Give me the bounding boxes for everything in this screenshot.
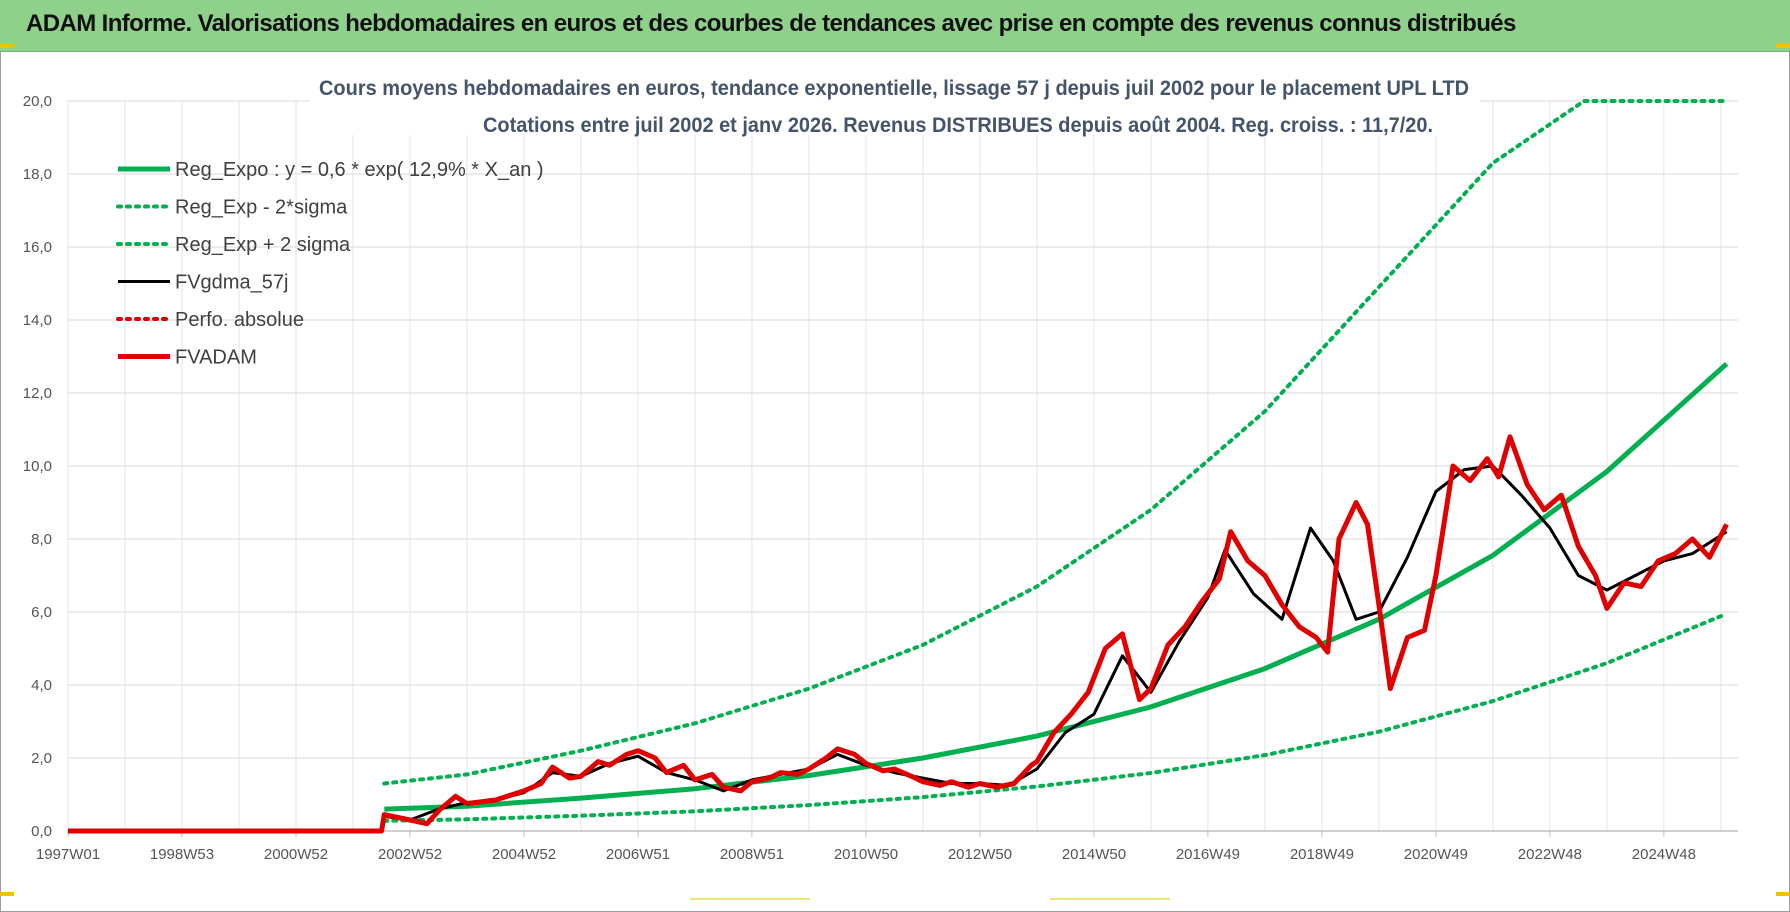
legend-label: Perfo. absolue: [175, 309, 304, 331]
chart-area: 0,0 2,0 4,0 6,0 8,0 10,0 12,0 14,0 16,0 18,0 20,0 1…: [23, 65, 1738, 863]
series-line-3: [384, 464, 1728, 822]
y-tick-label: 6,0: [31, 604, 52, 621]
corner-mark-bottom-left: [0, 892, 14, 896]
x-tick-label: 2002W52: [378, 846, 442, 863]
series-lines: [68, 99, 1729, 834]
corner-mark-bottom-right: [1776, 892, 1790, 896]
legend-label: Reg_Exp - 2*sigma: [175, 197, 348, 219]
series-line-2: [382, 99, 1729, 786]
chart-subtitle: Cotations entre juil 2002 et janv 2026. …: [483, 114, 1433, 137]
x-tick-label: 1998W53: [150, 846, 214, 863]
y-tick-label: 10,0: [23, 458, 52, 475]
y-tick-label: 16,0: [23, 239, 52, 256]
x-tick-label: 2018W49: [1290, 846, 1354, 863]
x-tick-label: 2000W52: [264, 846, 328, 863]
series-line-1: [382, 611, 1729, 823]
legend-label: FVADAM: [175, 347, 257, 369]
y-tick-label: 14,0: [23, 312, 52, 329]
x-tick-label: 2014W50: [1062, 846, 1126, 863]
y-tick-label: 8,0: [31, 531, 52, 548]
y-tick-label: 2,0: [31, 750, 52, 767]
chart-title-background: [310, 65, 1480, 135]
y-tick-label: 18,0: [23, 166, 52, 183]
y-tick-label: 0,0: [31, 823, 52, 840]
footer-mark: [1050, 898, 1170, 900]
header-bar: ADAM Informe. Valorisations hebdomadaire…: [0, 0, 1790, 52]
x-tick-label: 2024W48: [1632, 846, 1696, 863]
corner-mark-left: [0, 44, 14, 48]
page-title: ADAM Informe. Valorisations hebdomadaire…: [26, 10, 1516, 37]
x-tick-label: 2008W51: [720, 846, 784, 863]
x-tick-label: 2022W48: [1518, 846, 1582, 863]
footer-mark: [690, 898, 810, 900]
x-tick-label: 2004W52: [492, 846, 556, 863]
x-tick-label: 2016W49: [1176, 846, 1240, 863]
x-tick-label: 1997W01: [36, 846, 100, 863]
chart-title-block: Cours moyens hebdomadaires en euros, ten…: [310, 65, 1480, 137]
x-tick-label: 2012W50: [948, 846, 1012, 863]
x-tick-label: 2006W51: [606, 846, 670, 863]
legend-label: FVgdma_57j: [175, 272, 288, 294]
series-line-5: [68, 434, 1729, 834]
y-tick-label: 20,0: [23, 93, 52, 110]
x-tick-label: 2010W50: [834, 846, 898, 863]
legend-label: Reg_Exp + 2 sigma: [175, 234, 351, 256]
y-tick-label: 12,0: [23, 385, 52, 402]
chart-title: Cours moyens hebdomadaires en euros, ten…: [319, 77, 1469, 100]
series-line-0: [384, 361, 1729, 812]
legend-label: Reg_Expo : y = 0,6 * exp( 12,9% * X_an ): [175, 159, 544, 181]
corner-mark-right: [1776, 44, 1790, 48]
legend: Reg_Expo : y = 0,6 * exp( 12,9% * X_an )…: [116, 159, 544, 369]
y-tick-label: 4,0: [31, 677, 52, 694]
x-tick-label: 2020W49: [1404, 846, 1468, 863]
